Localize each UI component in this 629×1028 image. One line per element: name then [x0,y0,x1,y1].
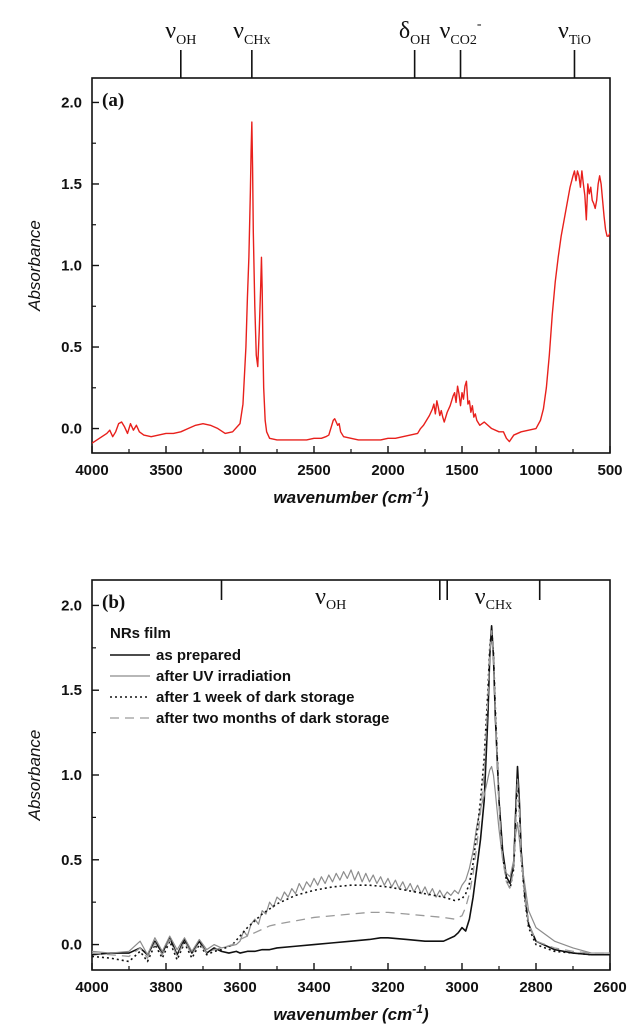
x-tick-label: 2500 [297,462,330,479]
x-axis-title: wavenumber (cm-1) [273,1002,429,1024]
y-tick-label: 1.0 [61,767,82,784]
band-range-label: νCHx [475,584,512,613]
x-tick-label: 3400 [297,979,330,996]
x-tick-label: 3200 [371,979,404,996]
y-tick-label: 0.5 [61,339,82,356]
y-tick-label: 0.0 [61,421,82,438]
x-tick-label: 4000 [75,462,108,479]
x-tick-label: 500 [597,462,622,479]
x-tick-label: 3600 [223,979,256,996]
legend-entry: after 1 week of dark storage [156,689,354,706]
band-marker-label: νCO2- [440,17,482,48]
y-tick-label: 0.5 [61,852,82,869]
x-tick-label: 4000 [75,979,108,996]
series-line-1 [92,121,610,444]
legend-entry: after two months of dark storage [156,710,389,727]
y-axis-title: Absorbance [25,220,44,312]
x-tick-label: 1500 [445,462,478,479]
y-tick-label: 2.0 [61,597,82,614]
panel-label: (b) [102,592,125,613]
y-tick-label: 1.0 [61,258,82,275]
y-tick-label: 1.5 [61,176,82,193]
band-marker-label: δOH [399,18,431,48]
x-tick-label: 3000 [445,979,478,996]
x-tick-label: 2800 [519,979,552,996]
panel-b: 4000 3800 3600 3400 3200 3000 2800 2600 0.0 0.5 1.… [25,579,627,1024]
legend-title: NRs film [110,625,171,642]
series-line-2 [92,765,610,956]
plot-frame [91,77,611,454]
x-tick-label: 1000 [519,462,552,479]
panel-label: (a) [102,90,124,111]
x-tick-label: 3800 [149,979,182,996]
y-tick-label: 0.0 [61,937,82,954]
band-marker-label: νTiO [558,18,591,48]
legend-entry: as prepared [156,647,241,664]
band-range-label: νOH [315,584,346,613]
panel-a: 4000 3500 3000 2500 2000 1500 1000 500 0.0 0.5 1.0… [25,17,623,507]
x-tick-label: 2600 [593,979,626,996]
series-line-4 [92,630,610,959]
y-tick-label: 1.5 [61,682,82,699]
x-tick-label: 3000 [223,462,256,479]
x-tick-label: 3500 [149,462,182,479]
y-axis-title: Absorbance [25,730,44,822]
y-tick-label: 2.0 [61,94,82,111]
x-tick-label: 2000 [371,462,404,479]
band-marker-label: νCHx [233,18,270,48]
band-marker-label: νOH [165,18,196,48]
legend-entry: after UV irradiation [156,668,291,685]
x-axis-title: wavenumber (cm-1) [273,485,429,507]
